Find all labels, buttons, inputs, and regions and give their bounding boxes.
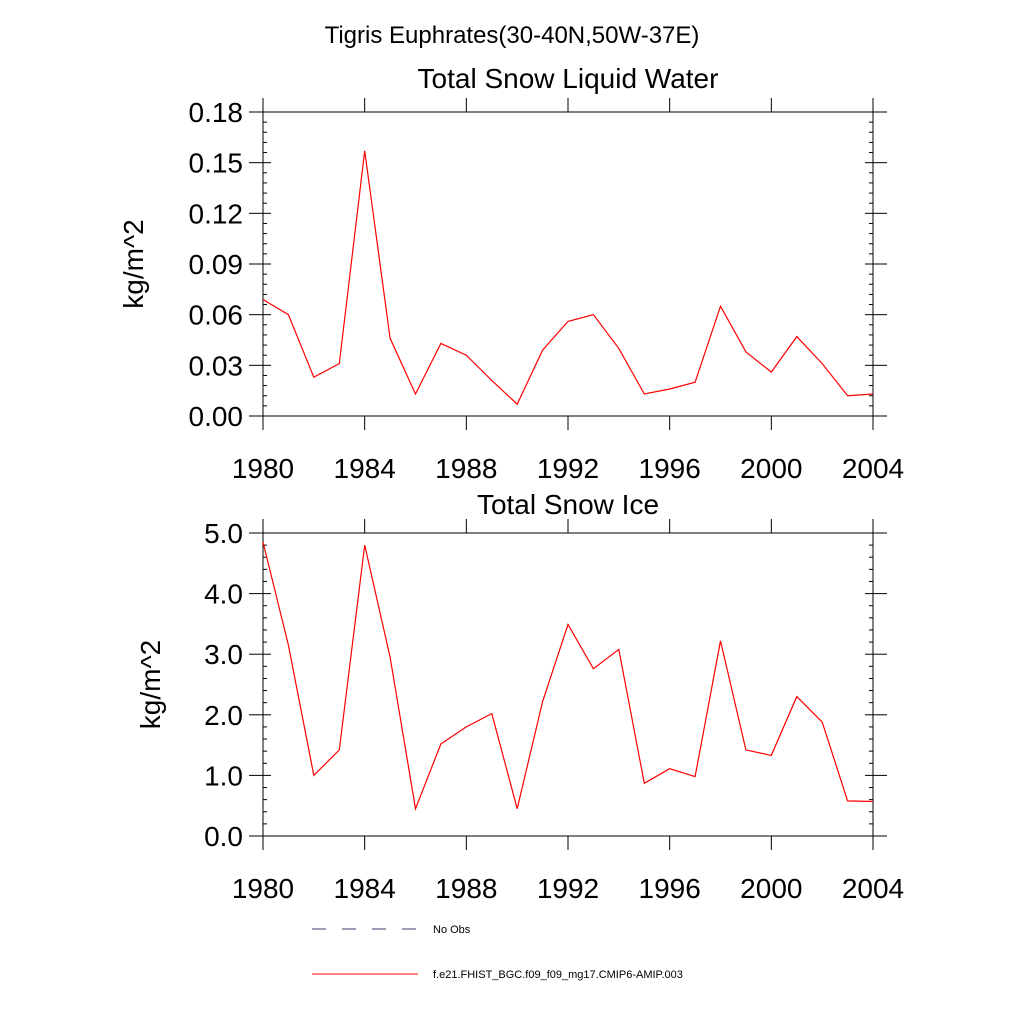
x-tick-label: 1988 (435, 453, 497, 484)
series-line-1 (262, 541, 874, 811)
y-tick-label: 0.09 (189, 249, 244, 280)
y-tick-label: 0.15 (189, 148, 244, 179)
x-tick-label: 1996 (639, 873, 701, 904)
y-tick-label: 1.0 (204, 760, 243, 791)
y-tick-label: 2.0 (204, 700, 243, 731)
y-tick-label: 0.00 (189, 401, 244, 432)
y-tick-label: 5.0 (204, 518, 243, 549)
x-tick-label: 1992 (537, 873, 599, 904)
panel-title: Total Snow Liquid Water (418, 63, 719, 94)
y-tick-label: 0.18 (189, 97, 244, 128)
legend-entry-1: No Obs (312, 924, 471, 936)
figure-title: Tigris Euphrates(30-40N,50W-37E) (325, 22, 700, 49)
x-tick-label: 2004 (842, 873, 904, 904)
panel-2: Total Snow Ice 1980 1984 1988 1992 1996 2000 20… (135, 489, 904, 904)
y-axis-label: kg/m^2 (135, 640, 166, 729)
x-tick-label: 1984 (334, 453, 396, 484)
x-tick-label: 2000 (740, 873, 802, 904)
panel-title: Total Snow Ice (477, 489, 659, 520)
plot-frame (262, 111, 874, 417)
x-tick-label: 1992 (537, 453, 599, 484)
legend-entry-2: f.e21.FHIST_BGC.f09_f09_mg17.CMIP6-AMIP.… (312, 969, 683, 981)
x-tick-label: 1988 (435, 873, 497, 904)
x-tick-label: 1996 (639, 453, 701, 484)
y-tick-label: 0.06 (189, 300, 244, 331)
x-tick-label: 2000 (740, 453, 802, 484)
panel-1: Total Snow Liquid Water 1980 1984 1988 1992 1… (118, 63, 904, 484)
y-axis-label: kg/m^2 (118, 219, 149, 308)
legend-label: No Obs (433, 924, 471, 936)
legend: No Obs f.e21.FHIST_BGC.f09_f09_mg17.CMIP6… (312, 924, 683, 981)
x-tick-label: 2004 (842, 453, 904, 484)
series-line-1 (262, 150, 874, 406)
y-tick-label: 3.0 (204, 639, 243, 670)
y-tick-label: 0.12 (189, 198, 244, 229)
y-tick-label: 0.03 (189, 350, 244, 381)
legend-label: f.e21.FHIST_BGC.f09_f09_mg17.CMIP6-AMIP.… (433, 969, 683, 981)
x-tick-label: 1980 (232, 453, 294, 484)
y-tick-label: 4.0 (204, 579, 243, 610)
plot-frame (262, 532, 874, 837)
y-tick-label: 0.0 (204, 821, 243, 852)
x-tick-label: 1984 (334, 873, 396, 904)
x-tick-label: 1980 (232, 873, 294, 904)
